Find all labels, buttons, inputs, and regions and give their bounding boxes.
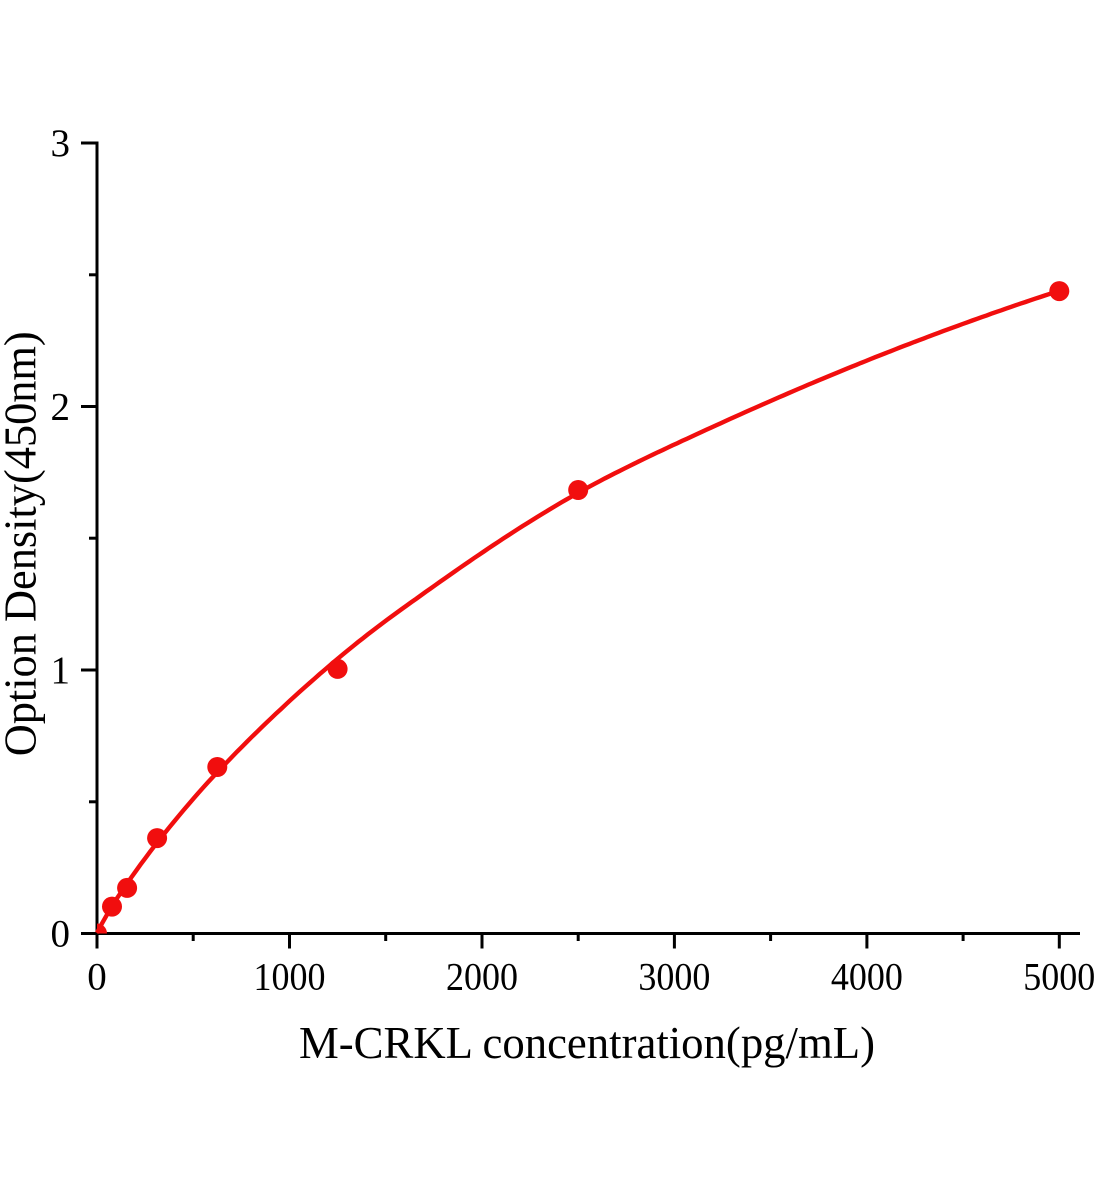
svg-text:2000: 2000 [446,956,518,999]
svg-text:Option Density(450nm): Option Density(450nm) [0,331,46,756]
svg-text:1000: 1000 [254,956,326,999]
svg-text:2: 2 [51,386,71,429]
svg-text:1: 1 [51,649,71,692]
svg-text:0: 0 [51,913,71,956]
svg-text:0: 0 [87,956,107,999]
svg-text:3: 3 [51,122,71,165]
svg-text:5000: 5000 [1023,956,1095,999]
svg-text:4000: 4000 [831,956,903,999]
svg-text:3000: 3000 [638,956,710,999]
svg-text:M-CRKL concentration(pg/mL): M-CRKL concentration(pg/mL) [299,1017,875,1068]
